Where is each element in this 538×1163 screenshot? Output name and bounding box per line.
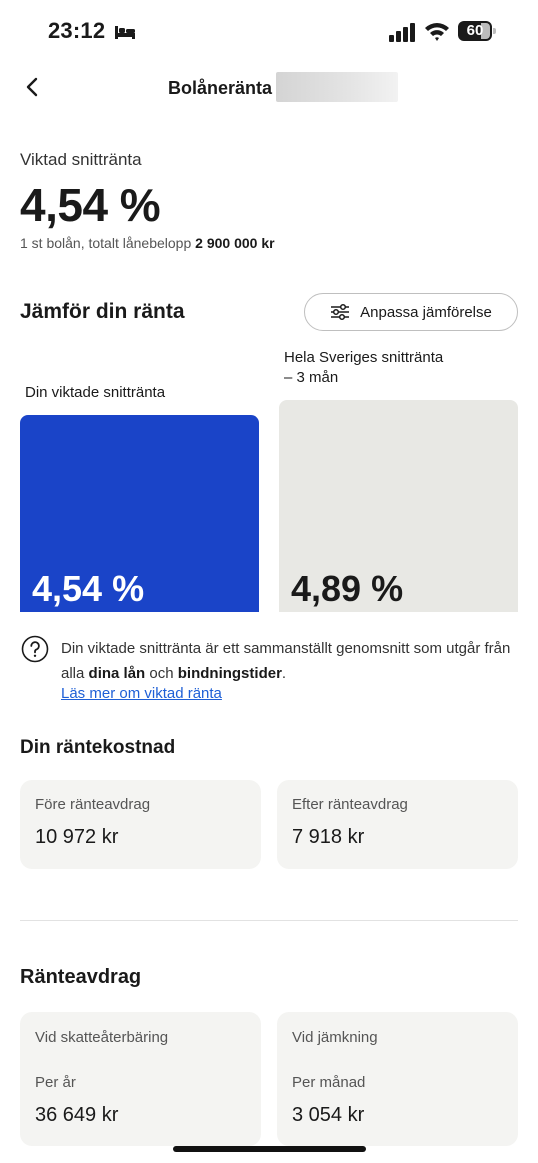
weighted-rate-info: Din viktade snittränta är ett sammanstäl…	[61, 640, 511, 682]
back-chevron-icon[interactable]	[20, 74, 46, 100]
deduction-card-value: 3 054 kr	[292, 1104, 365, 1126]
adjust-comparison-label: Anpassa jämförelse	[360, 303, 492, 321]
adjust-comparison-button[interactable]: Anpassa jämförelse	[304, 293, 518, 331]
weighted-rate-value: 4,54 %	[20, 179, 161, 231]
chart-value-sweden-rate: 4,89 %	[291, 568, 404, 609]
deduction-title: Ränteavdrag	[20, 966, 142, 988]
deduction-card-tax-refund: Vid skatteåterbäring Per år 36 649 kr	[20, 1012, 261, 1146]
battery-icon: 60	[458, 21, 498, 43]
cost-card-label: Efter ränteavdrag	[292, 796, 408, 813]
cost-card-before: Före ränteavdrag 10 972 kr	[20, 780, 261, 869]
loan-summary: 1 st bolån, totalt lånebelopp 2 900 000 …	[20, 235, 275, 251]
deduction-card-period: Per månad	[292, 1074, 366, 1091]
redacted-area	[276, 72, 398, 102]
page-title: Bolåneränta	[168, 78, 273, 98]
home-indicator[interactable]	[173, 1146, 366, 1152]
deduction-card-label: Vid skatteåterbäring	[35, 1029, 169, 1046]
sliders-icon	[331, 303, 350, 321]
cost-card-after: Efter ränteavdrag 7 918 kr	[277, 780, 518, 869]
sleep-focus-icon	[115, 26, 135, 39]
deduction-card-label: Vid jämkning	[292, 1029, 378, 1046]
rate-comparison-chart: Din viktade snittränta Hela Sveriges sni…	[20, 340, 518, 612]
deduction-card-value: 36 649 kr	[35, 1104, 119, 1126]
deduction-card-adjustment: Vid jämkning Per månad 3 054 kr	[277, 1012, 518, 1146]
weighted-rate-label: Viktad snittränta	[20, 150, 142, 169]
compare-title: Jämför din ränta	[20, 300, 185, 323]
cellular-signal-icon	[389, 23, 415, 42]
cost-card-value: 7 918 kr	[292, 826, 365, 848]
interest-cost-title: Din räntekostnad	[20, 737, 176, 758]
chart-bar-my-rate	[20, 415, 259, 612]
question-circle-icon	[21, 635, 49, 663]
cost-card-value: 10 972 kr	[35, 826, 119, 848]
chart-label-my-rate: Din viktade snittränta	[25, 384, 166, 402]
read-more-link[interactable]: Läs mer om viktad ränta	[61, 685, 222, 702]
section-divider	[20, 920, 518, 921]
cost-card-label: Före ränteavdrag	[35, 796, 151, 813]
deduction-card-period: Per år	[35, 1074, 76, 1091]
chart-value-my-rate: 4,54 %	[32, 568, 145, 609]
status-time: 23:12	[48, 18, 106, 43]
wifi-icon	[425, 23, 449, 41]
chart-label-sweden-rate: Hela Sveriges snittränta – 3 mån	[284, 349, 444, 386]
chart-bar-sweden-rate	[279, 400, 518, 612]
loan-total-amount: 2 900 000 kr	[195, 235, 275, 251]
battery-level: 60	[466, 22, 484, 39]
